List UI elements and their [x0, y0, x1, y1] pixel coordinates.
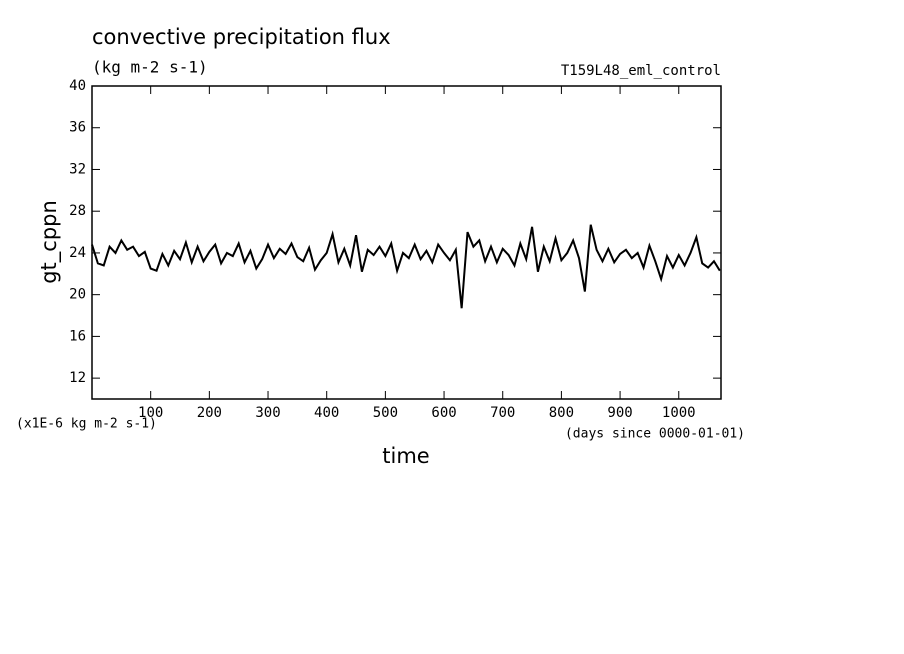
- annotation: T159L48_eml_control: [561, 63, 721, 79]
- y-tick-label: 24: [69, 245, 86, 261]
- x-tick-label: 900: [607, 405, 632, 421]
- data-line: [91, 224, 721, 309]
- y-tick-label: 20: [69, 287, 86, 303]
- chart-title: convective precipitation flux: [92, 25, 391, 49]
- y-tick-label: 12: [69, 370, 86, 386]
- x-tick-label: 1000: [662, 405, 696, 421]
- x-tick-label: 800: [549, 405, 574, 421]
- y-scale-note: (x1E-6 kg m-2 s-1): [16, 417, 157, 432]
- x-tick-label: 600: [431, 405, 456, 421]
- plot-frame: [91, 85, 722, 400]
- y-tick-label: 28: [69, 203, 86, 219]
- y-axis-label: gt_cppn: [37, 200, 62, 284]
- x-tick-label: 200: [197, 405, 222, 421]
- x-tick-label: 400: [314, 405, 339, 421]
- y-tick-label: 36: [69, 120, 86, 136]
- x-tick-label: 100: [138, 405, 163, 421]
- x-axis-label: time: [382, 444, 429, 468]
- x-units: (days since 0000-01-01): [565, 427, 745, 442]
- y-tick-label: 40: [69, 78, 86, 94]
- y-tick-label: 32: [69, 161, 86, 177]
- x-tick-label: 300: [255, 405, 280, 421]
- subtitle: (kg m-2 s-1): [92, 58, 208, 77]
- x-tick-label: 700: [490, 405, 515, 421]
- y-tick-label: 16: [69, 328, 86, 344]
- x-tick-label: 500: [373, 405, 398, 421]
